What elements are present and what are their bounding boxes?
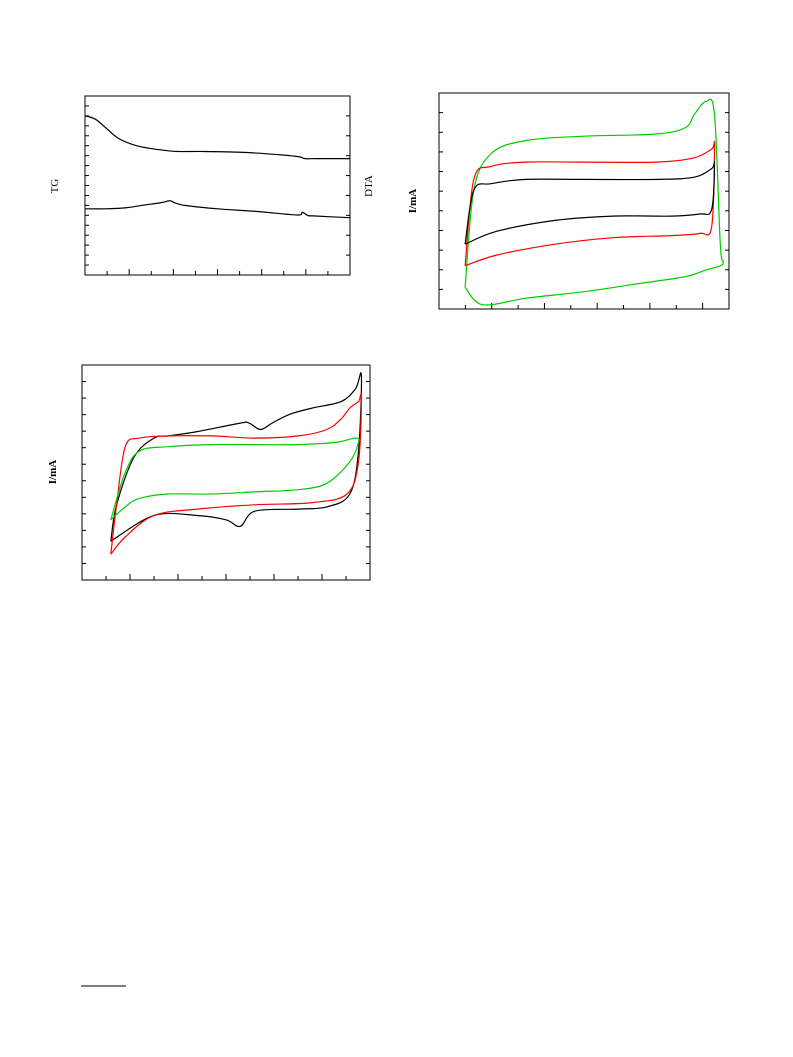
tg-dta-frame	[84, 95, 351, 276]
cv-bottom-left-ticks	[82, 381, 370, 580]
chart-cv-top-right: I/mA	[407, 92, 730, 310]
chart-tg-dta: TG DTA	[49, 95, 375, 276]
tg-dta-series	[84, 115, 351, 219]
tg-axis-label: TG	[49, 179, 61, 194]
dta-axis-label: DTA	[363, 175, 375, 197]
series-line-2	[110, 437, 360, 521]
cv-top-right-series	[464, 98, 724, 306]
cv-top-right-ticks	[439, 112, 729, 309]
series-line-1	[110, 392, 363, 555]
series-line-0	[84, 115, 350, 160]
cv-top-right-frame	[438, 92, 730, 310]
series-line-2	[464, 161, 716, 245]
tg-dta-ticks	[85, 105, 350, 275]
series-line-1	[464, 140, 716, 267]
cv-bottom-left-ylabel: I/mA	[47, 460, 59, 485]
series-line-1	[84, 200, 351, 219]
cv-top-right-ylabel: I/mA	[407, 189, 419, 214]
chart-cv-bottom-left: I/mA	[47, 364, 371, 581]
cv-bottom-left-series	[110, 372, 363, 555]
series-line-0	[110, 372, 363, 542]
series-line-0	[464, 98, 724, 306]
